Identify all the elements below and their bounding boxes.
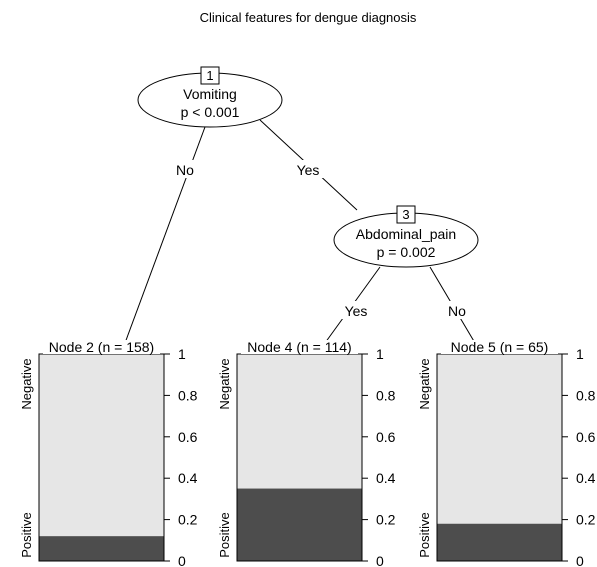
category-label-negative: Negative [19,358,34,409]
y-tick-label: 0.6 [576,429,596,445]
node-3-variable: Abdominal_pain [356,226,456,242]
y-tick-label: 0.8 [376,387,396,403]
bar-negative [39,354,164,537]
y-tick-label: 0.2 [576,512,596,528]
edge-label-node3-no: No [448,303,466,319]
terminal-node-label: Node 2 (n = 158) [49,339,154,355]
edge-label-node1-yes: Yes [297,162,320,178]
category-label-positive: Positive [19,512,34,558]
y-tick-label: 0.2 [376,512,396,528]
diagram-title: Clinical features for dengue diagnosis [200,10,417,25]
category-label-positive: Positive [417,512,432,558]
panel-header-bg [241,340,358,354]
node-1-id-box [200,66,220,85]
y-tick-label: 0.4 [178,470,198,486]
edge-1-2 [124,126,206,344]
y-tick-label: 0.8 [178,387,198,403]
y-tick-label: 0.2 [178,512,198,528]
inner-node-1: 1 Vomiting p < 0.001 [137,66,283,128]
y-tick-label: 1 [376,346,384,362]
y-tick-label: 0.8 [576,387,596,403]
terminal-node-label: Node 5 (n = 65) [451,339,549,355]
node-3-id-box [396,205,416,224]
y-tick-label: 0.6 [178,429,198,445]
node-3-id: 3 [402,207,409,222]
y-tick-label: 0.6 [376,429,396,445]
y-tick-label: 1 [576,346,584,362]
category-label-negative: Negative [217,358,232,409]
inner-node-3: 3 Abdominal_pain p = 0.002 [333,205,479,268]
terminal-node-label: Node 4 (n = 114) [247,339,351,355]
category-label-negative: Negative [417,358,432,409]
edge-label-node1-no: No [176,162,194,178]
y-tick-label: 0.4 [576,470,596,486]
bar-positive [237,488,362,561]
node-1-variable: Vomiting [183,86,237,102]
panel-header-bg [43,340,160,354]
panel-header-bg [441,340,558,354]
terminal-nodes: Node 2 (n = 158) Negative Positive 0 0.2 0.4 0… [19,339,596,567]
bar-positive [39,536,164,561]
y-tick-label: 0 [376,553,384,567]
y-tick-label: 0 [576,553,584,567]
category-label-positive: Positive [217,512,232,558]
bar-negative [237,354,362,489]
node-1-id: 1 [206,68,213,83]
edge-label-node3-yes: Yes [345,303,368,319]
bar-positive [437,523,562,561]
node-1-pvalue: p < 0.001 [181,104,240,120]
node-3-pvalue: p = 0.002 [377,244,436,260]
y-tick-label: 0 [178,553,186,567]
y-tick-label: 0.4 [376,470,396,486]
y-tick-label: 1 [178,346,186,362]
bar-negative [437,354,562,524]
